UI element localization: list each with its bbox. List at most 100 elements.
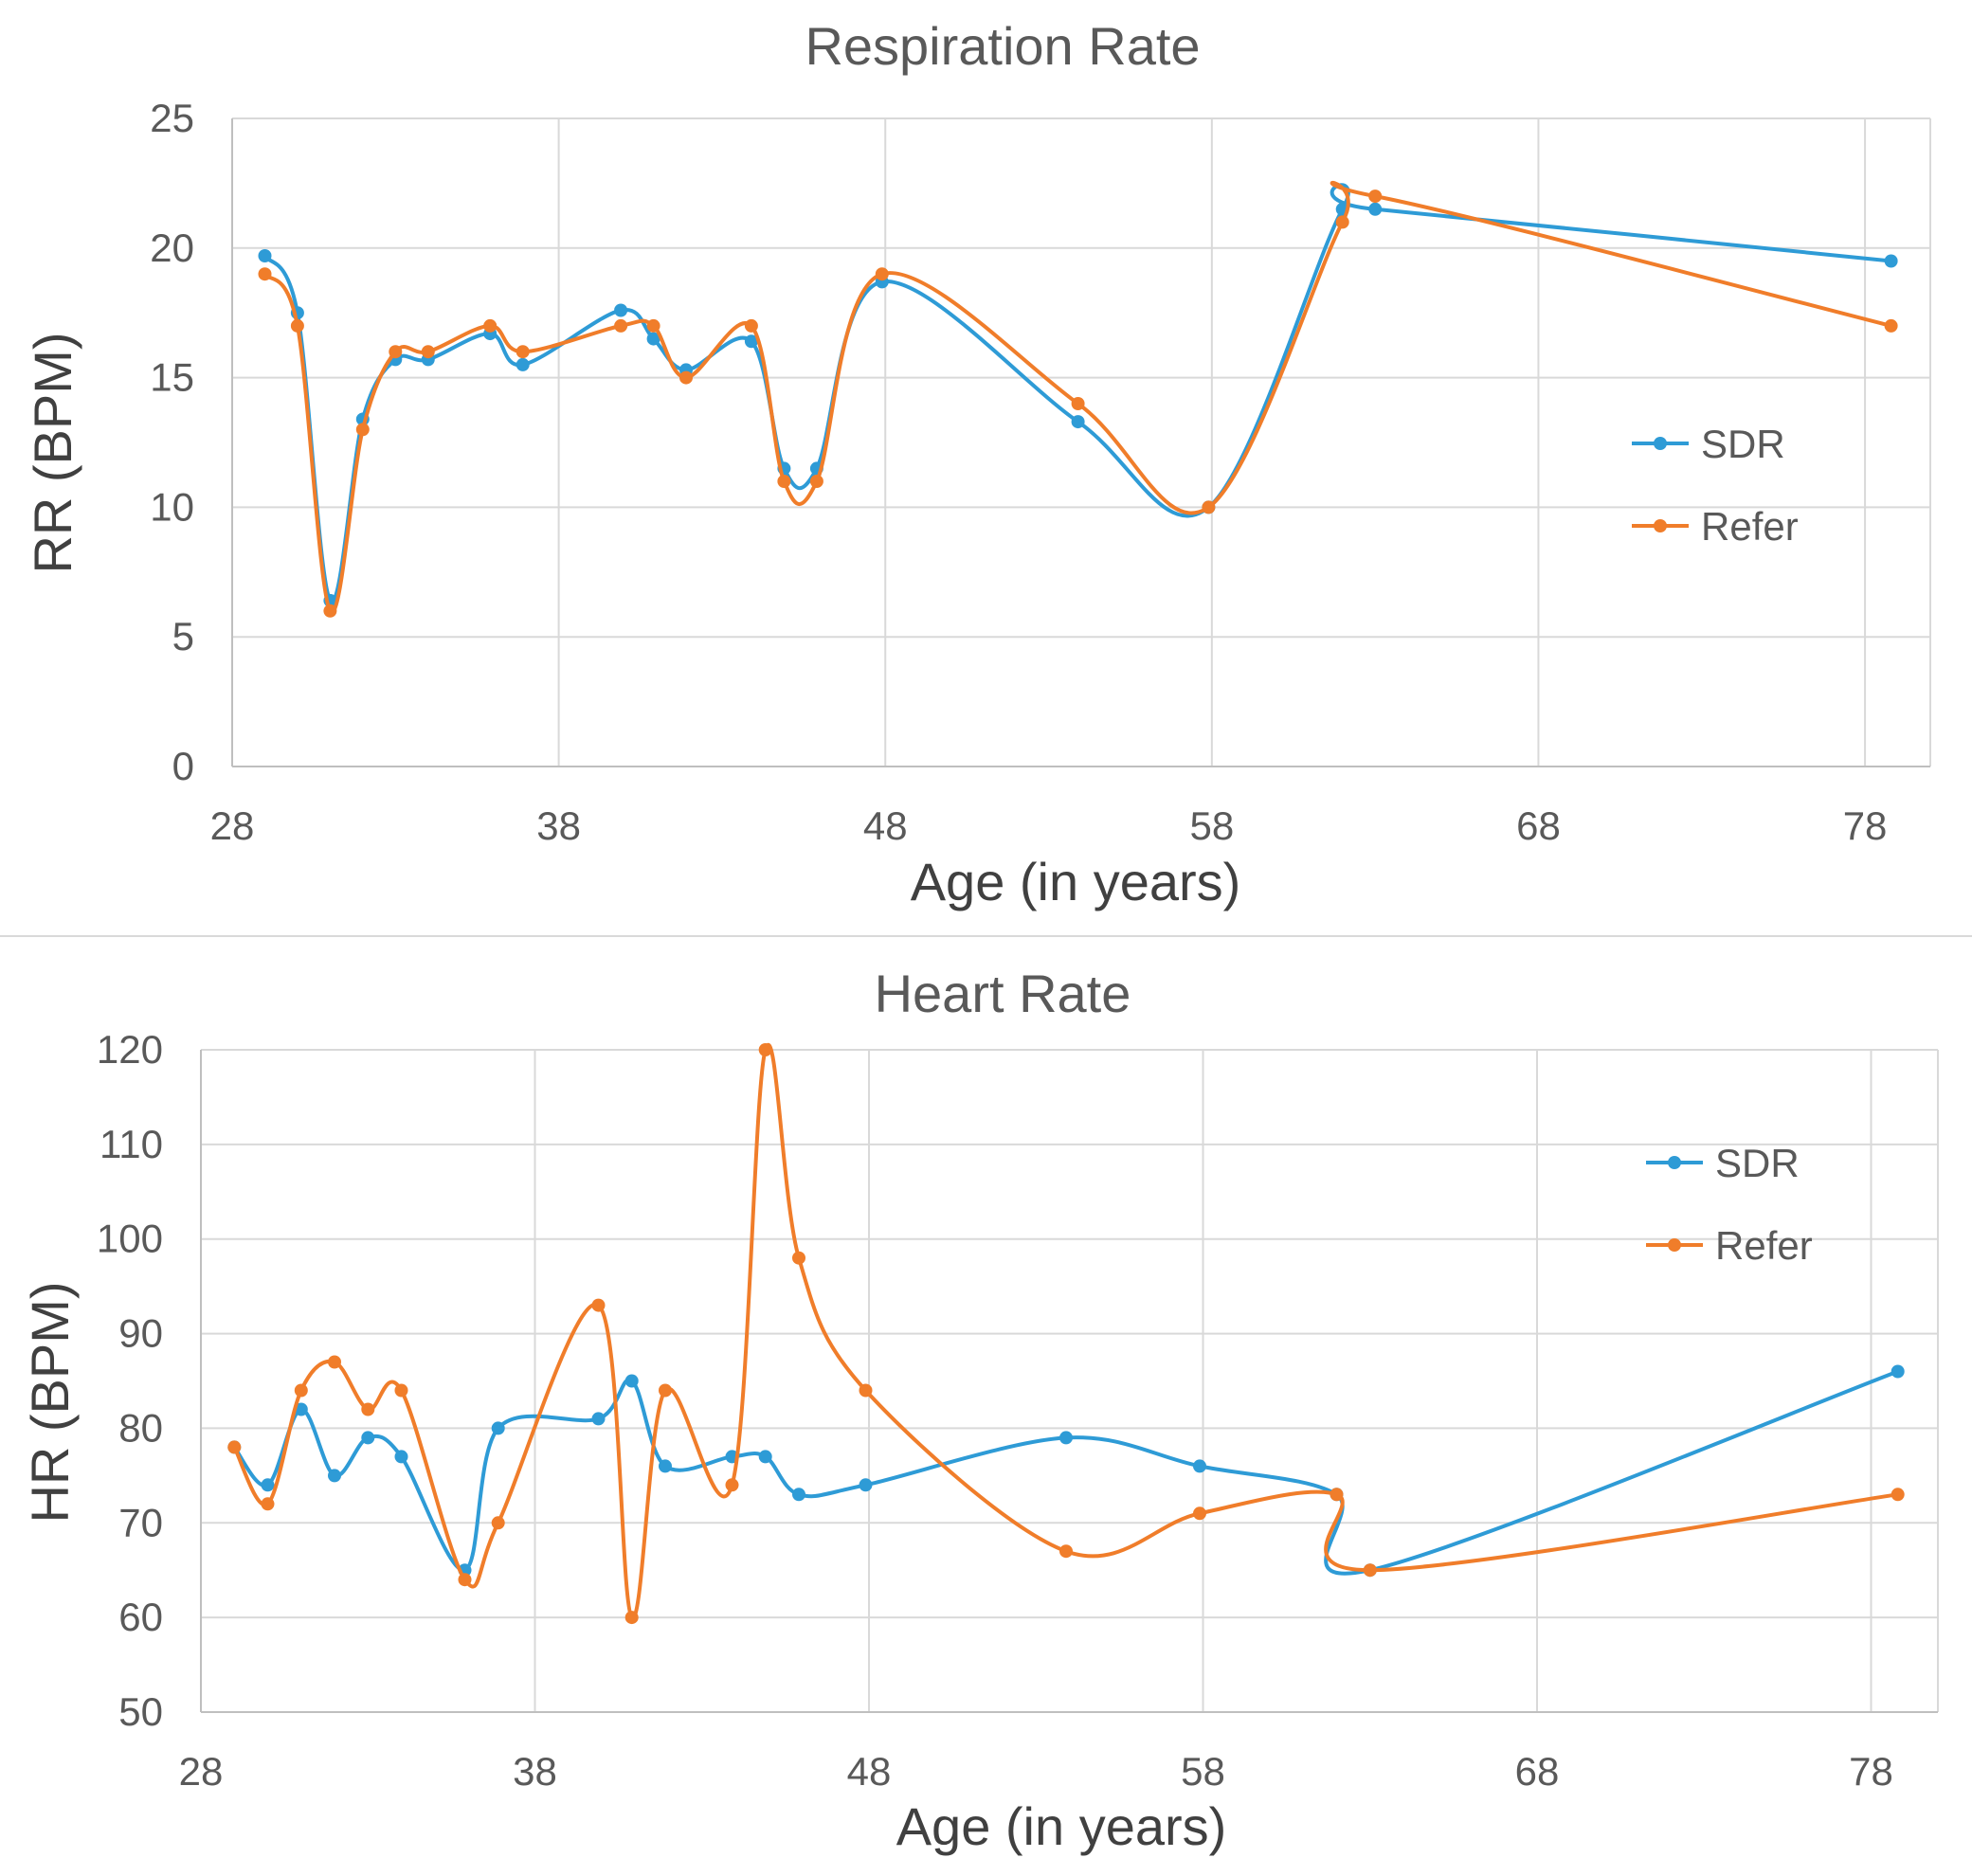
data-point-refer bbox=[483, 318, 498, 333]
y-axis-title: RR (BPM) bbox=[23, 332, 82, 573]
x-tick-label: 78 bbox=[1849, 1749, 1893, 1794]
data-point-refer bbox=[1202, 500, 1216, 514]
y-tick-label: 20 bbox=[150, 225, 194, 270]
legend-label-refer: Refer bbox=[1715, 1223, 1813, 1268]
data-point-sdr bbox=[1884, 254, 1898, 268]
y-tick-label: 5 bbox=[172, 614, 194, 658]
y-tick-label: 120 bbox=[97, 1027, 163, 1072]
legend-item-sdr: SDR bbox=[1632, 422, 1785, 466]
data-point-refer bbox=[859, 1383, 873, 1398]
data-point-sdr bbox=[516, 357, 530, 371]
data-point-refer bbox=[389, 345, 403, 359]
y-tick-label: 0 bbox=[172, 744, 194, 788]
data-point-refer bbox=[777, 475, 791, 488]
x-tick-label: 28 bbox=[210, 803, 255, 848]
y-tick-label: 70 bbox=[118, 1500, 163, 1544]
data-point-refer bbox=[1059, 1544, 1073, 1559]
data-point-refer bbox=[744, 318, 758, 333]
heart-rate-chart: Heart Rate 50 60 70 80 90 100 110 120 28 38 48 58 68… bbox=[20, 964, 1939, 1856]
y-tick-label: 50 bbox=[118, 1689, 163, 1734]
legend-marker-refer bbox=[1654, 519, 1667, 532]
data-point-refer bbox=[591, 1298, 606, 1312]
data-point-refer bbox=[1330, 1488, 1344, 1502]
x-tick-label: 38 bbox=[513, 1749, 557, 1794]
data-point-refer bbox=[624, 1611, 639, 1625]
y-tick-label: 110 bbox=[100, 1122, 163, 1166]
data-point-refer bbox=[792, 1251, 805, 1265]
chart-title: Respiration Rate bbox=[805, 16, 1200, 76]
data-point-sdr bbox=[758, 1450, 772, 1464]
data-point-sdr bbox=[491, 1421, 505, 1435]
x-tick-label: 78 bbox=[1843, 803, 1888, 848]
y-tick-label: 100 bbox=[97, 1217, 163, 1261]
data-point-refer bbox=[875, 267, 889, 281]
y-tick-label: 80 bbox=[118, 1405, 163, 1450]
data-point-sdr bbox=[294, 1402, 308, 1416]
legend-item-sdr: SDR bbox=[1646, 1141, 1800, 1185]
data-point-sdr bbox=[859, 1478, 873, 1492]
data-point-refer bbox=[258, 267, 272, 281]
legend-label-refer: Refer bbox=[1701, 504, 1799, 549]
data-point-refer bbox=[394, 1383, 408, 1398]
legend: SDR Refer bbox=[1646, 1141, 1813, 1268]
legend-marker-sdr bbox=[1654, 437, 1667, 450]
data-point-sdr bbox=[1071, 415, 1085, 429]
data-point-refer bbox=[1193, 1506, 1206, 1521]
data-point-refer bbox=[294, 1383, 308, 1398]
y-tick-label: 15 bbox=[150, 355, 194, 400]
y-tick-label: 60 bbox=[118, 1595, 163, 1639]
y-tick-label: 90 bbox=[118, 1311, 163, 1356]
data-point-sdr bbox=[361, 1431, 375, 1445]
x-tick-label: 48 bbox=[847, 1749, 892, 1794]
data-point-refer bbox=[679, 370, 693, 385]
data-point-refer bbox=[261, 1497, 275, 1511]
data-point-refer bbox=[646, 318, 660, 333]
series-line-refer bbox=[232, 1043, 1900, 1620]
data-point-refer bbox=[491, 1516, 505, 1530]
data-point-refer bbox=[421, 345, 435, 359]
data-point-sdr bbox=[258, 249, 272, 262]
data-point-sdr bbox=[328, 1469, 341, 1483]
data-point-refer bbox=[1884, 318, 1898, 333]
data-point-sdr bbox=[1193, 1459, 1206, 1473]
x-tick-label: 68 bbox=[1516, 803, 1561, 848]
data-point-sdr bbox=[394, 1450, 408, 1464]
data-point-refer bbox=[361, 1402, 375, 1416]
data-point-sdr bbox=[792, 1488, 805, 1502]
x-tick-label: 48 bbox=[863, 803, 908, 848]
legend-item-refer: Refer bbox=[1646, 1223, 1813, 1268]
data-point-sdr bbox=[1059, 1431, 1073, 1445]
data-point-refer bbox=[290, 318, 304, 333]
x-axis-title: Age (in years) bbox=[911, 852, 1241, 911]
data-point-refer bbox=[1368, 189, 1383, 204]
data-point-refer bbox=[659, 1383, 672, 1398]
data-point-refer bbox=[458, 1573, 472, 1587]
plot-area: 50 60 70 80 90 100 110 120 28 38 48 58 68 78 bbox=[97, 1027, 1939, 1794]
data-point-sdr bbox=[624, 1374, 639, 1388]
data-point-refer bbox=[516, 345, 530, 359]
x-axis-title: Age (in years) bbox=[896, 1796, 1227, 1856]
data-point-sdr bbox=[646, 332, 660, 346]
data-point-refer bbox=[1335, 215, 1349, 229]
y-tick-label: 25 bbox=[150, 96, 194, 140]
data-point-refer bbox=[614, 318, 628, 333]
legend-item-refer: Refer bbox=[1632, 504, 1799, 549]
data-point-refer bbox=[1071, 397, 1085, 410]
x-tick-label: 38 bbox=[536, 803, 581, 848]
data-point-refer bbox=[328, 1355, 341, 1369]
data-point-sdr bbox=[1368, 202, 1383, 216]
chart-title: Heart Rate bbox=[875, 964, 1131, 1023]
legend-marker-sdr bbox=[1668, 1156, 1681, 1169]
data-point-refer bbox=[809, 475, 823, 488]
data-point-sdr bbox=[591, 1412, 606, 1426]
data-point-refer bbox=[725, 1478, 739, 1492]
legend: SDR Refer bbox=[1632, 422, 1799, 549]
data-point-sdr bbox=[614, 303, 628, 317]
series-line-sdr bbox=[232, 1369, 1900, 1576]
data-point-refer bbox=[1891, 1488, 1905, 1502]
legend-marker-refer bbox=[1668, 1238, 1681, 1252]
x-tick-label: 58 bbox=[1189, 803, 1234, 848]
data-point-sdr bbox=[1891, 1364, 1905, 1379]
